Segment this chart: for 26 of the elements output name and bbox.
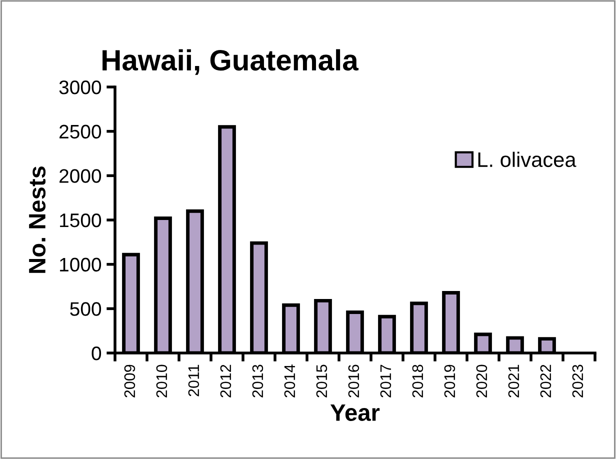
y-tick-label: 0 xyxy=(92,346,102,360)
y-tick-label: 2500 xyxy=(60,124,102,139)
x-axis-title: Year xyxy=(330,404,380,421)
y-tick-label: 2000 xyxy=(60,169,102,183)
y-tick-label: 1000 xyxy=(60,258,102,272)
legend-label: L. olivacea xyxy=(478,152,576,168)
x-tick-label: 2019 xyxy=(444,364,456,398)
x-tick-label: 2020 xyxy=(476,364,488,398)
chart-title: Hawaii, Guatemala xyxy=(102,49,359,75)
x-tick-label: 2010 xyxy=(156,364,168,398)
y-axis-title: No. Nests xyxy=(29,166,46,273)
x-tick-label: 2014 xyxy=(284,364,296,398)
x-tick-label: 2022 xyxy=(540,364,552,398)
x-tick-label: 2023 xyxy=(572,364,584,398)
x-tick-label: 2012 xyxy=(220,364,232,398)
x-tick-label: 2021 xyxy=(508,364,520,398)
x-tick-label: 2011 xyxy=(188,364,200,396)
x-tick-label: 2016 xyxy=(348,364,360,398)
y-tick-label: 3000 xyxy=(59,80,102,94)
x-tick-label: 2013 xyxy=(252,364,264,398)
y-tick-label: 500 xyxy=(70,302,102,316)
x-tick-label: 2015 xyxy=(316,364,328,398)
x-tick-label: 2017 xyxy=(380,364,392,398)
x-tick-label: 2009 xyxy=(124,364,136,398)
x-tick-label: 2018 xyxy=(412,364,424,398)
y-tick-label: 1500 xyxy=(60,213,102,228)
